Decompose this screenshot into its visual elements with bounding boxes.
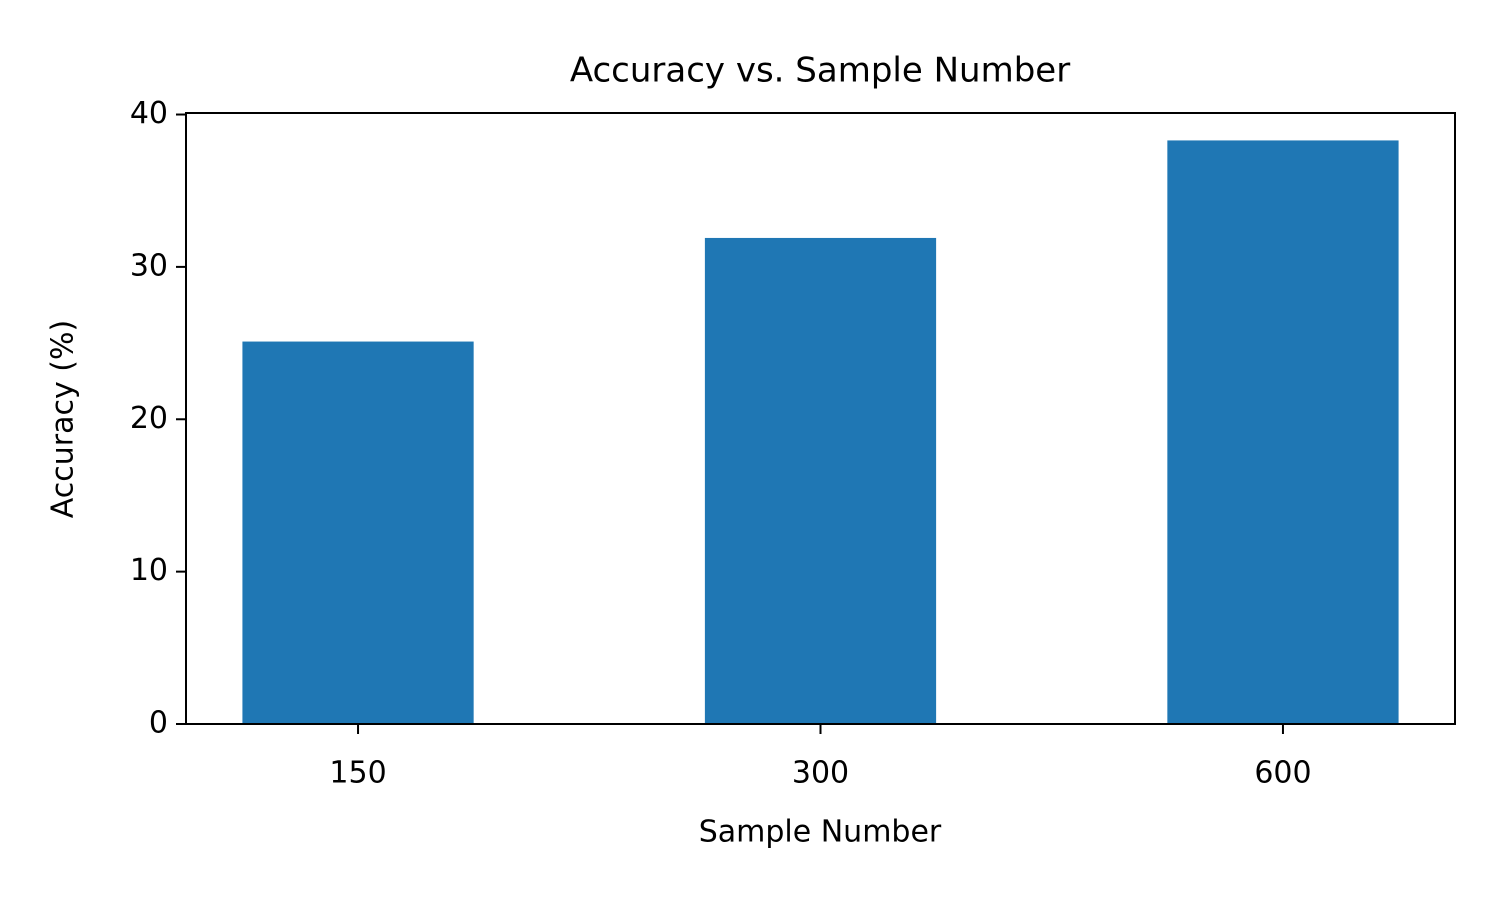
bar [242, 341, 474, 724]
y-tick-label: 40 [130, 96, 168, 131]
y-tick-label: 20 [130, 401, 168, 436]
chart-title: Accuracy vs. Sample Number [570, 51, 1070, 91]
bar [704, 237, 937, 725]
y-tick-label: 0 [149, 706, 168, 741]
x-axis-label: Sample Number [699, 815, 942, 850]
plot-frame [185, 112, 1456, 725]
x-tick-label: 600 [1254, 756, 1311, 791]
y-axis-label: Accuracy (%) [46, 320, 81, 518]
bar [1167, 140, 1399, 724]
x-tick-label: 150 [329, 756, 386, 791]
y-tick-label: 30 [130, 248, 168, 283]
x-tick-label: 300 [792, 756, 849, 791]
y-tick-label: 10 [130, 553, 168, 588]
